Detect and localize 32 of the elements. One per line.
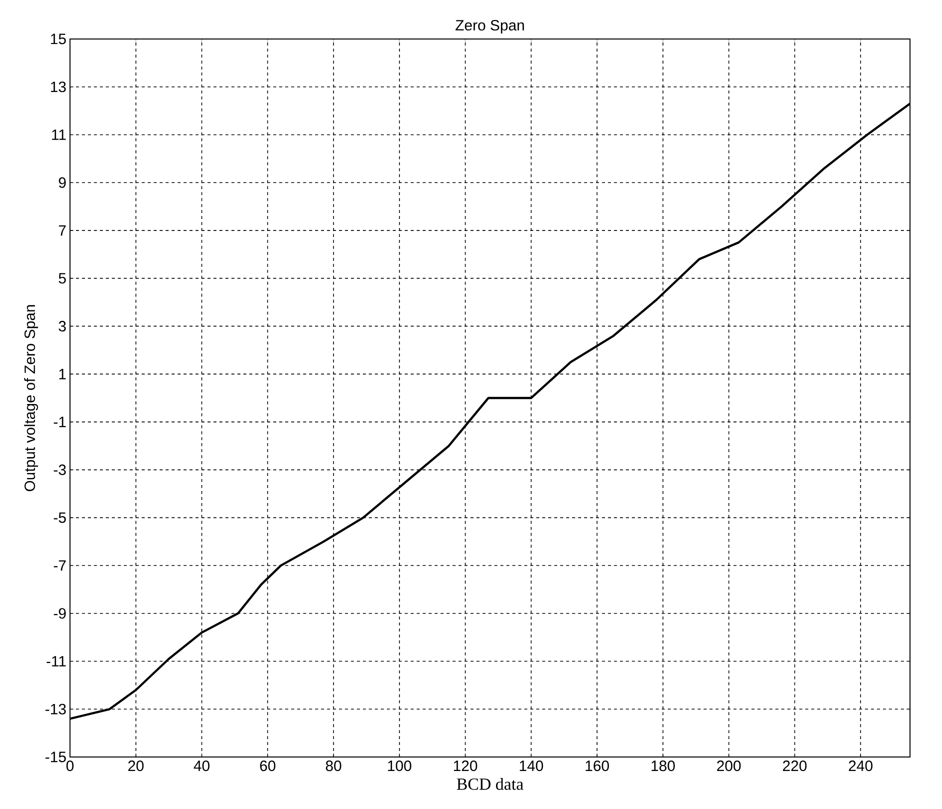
x-tick-label: 220 [783, 760, 807, 772]
x-tick-label: 180 [652, 760, 675, 772]
y-tick-label: -5 [54, 512, 66, 523]
x-tick-label: 240 [848, 760, 872, 772]
x-tick-label: 100 [388, 760, 412, 772]
y-tick-label: -15 [46, 752, 66, 762]
x-tick-label: 0 [66, 760, 74, 772]
y-axis-title: Output voltage of Zero Span [24, 305, 38, 492]
y-tick-label: -13 [46, 704, 66, 714]
y-tick-label: 1 [59, 368, 66, 380]
x-tick-label: 200 [717, 760, 741, 772]
y-tick-label: 7 [58, 225, 66, 236]
x-tick-label: 60 [260, 760, 276, 772]
y-tick-label: 11 [52, 130, 66, 140]
y-tick-label: 15 [51, 34, 66, 44]
chart-title: Zero Span [456, 20, 524, 34]
y-tick-label: -9 [54, 608, 66, 619]
x-tick-label: 40 [194, 760, 210, 772]
y-tick-label: -7 [54, 560, 66, 571]
x-axis-title: BCD data [456, 778, 524, 790]
y-tick-label: -11 [46, 656, 66, 666]
x-tick-label: 80 [326, 760, 342, 772]
y-tick-label: 3 [58, 320, 66, 332]
y-tick-label: 13 [51, 82, 66, 92]
y-tick-label: -3 [54, 464, 66, 476]
y-tick-label: -1 [54, 416, 66, 428]
x-tick-label: 20 [128, 760, 144, 772]
y-tick-label: 5 [58, 273, 66, 284]
y-tick-label: 9 [58, 177, 66, 188]
x-tick-label: 140 [520, 760, 544, 772]
x-tick-label: 120 [454, 760, 478, 772]
x-tick-label: 160 [586, 760, 609, 772]
